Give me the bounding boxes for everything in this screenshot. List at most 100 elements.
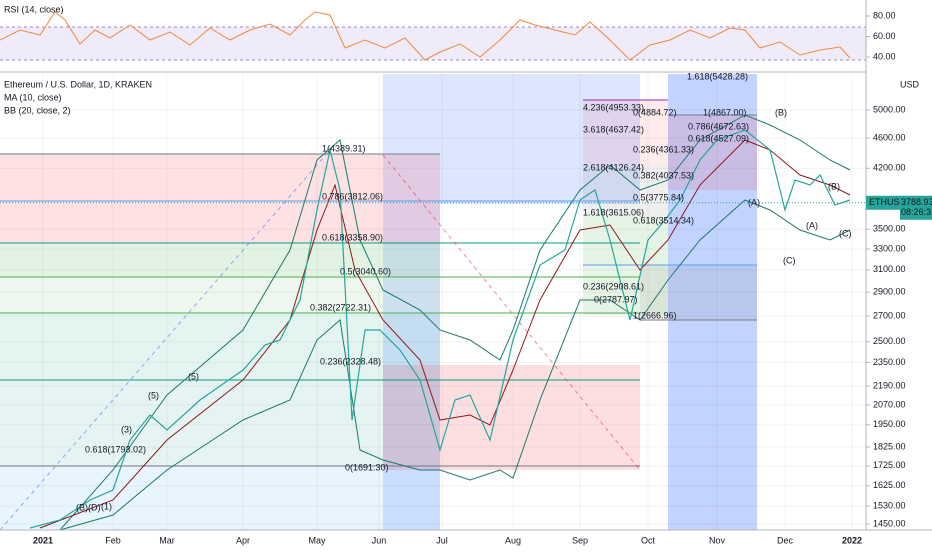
price-tick-label: 5000.00 xyxy=(873,104,906,114)
wave-label: (C) xyxy=(783,255,796,265)
price-tick-label: 1530.00 xyxy=(873,500,906,510)
price-tick-label: 2070.00 xyxy=(873,399,906,409)
time-label: Sep xyxy=(572,535,588,545)
wave-label: (B) xyxy=(775,107,787,117)
price-tick-label: 2350.00 xyxy=(873,357,906,367)
time-label: Apr xyxy=(236,535,250,545)
fib-zone xyxy=(0,277,440,313)
fib-zone xyxy=(0,380,440,466)
fib-zone xyxy=(0,466,440,530)
price-tick-label: 3500.00 xyxy=(873,224,906,234)
wave-label: (B) xyxy=(828,181,840,191)
rsi-line xyxy=(0,11,851,61)
fib-label: 0.236(2908.61) xyxy=(583,281,644,291)
ticker-tag xyxy=(866,195,900,210)
wave-label: (5) xyxy=(148,390,159,400)
fib-zone xyxy=(383,365,640,470)
trend-line xyxy=(382,154,641,471)
fib-label: 1.618(5428.28) xyxy=(687,71,748,81)
price-tick-label: 1825.00 xyxy=(873,441,906,451)
fib-label: 3.618(4637.42) xyxy=(583,124,644,134)
fib-label: 0.382(2722.31) xyxy=(310,302,371,312)
fib-label: 0.5(3040.60) xyxy=(340,266,391,276)
wave-label: (B)(D) xyxy=(76,502,101,512)
indicator-label: MA (10, close) xyxy=(4,92,62,102)
price-tick-label: 1725.00 xyxy=(873,460,906,470)
indicator-label: BB (20, close, 2) xyxy=(4,105,71,115)
drawings xyxy=(0,74,851,530)
fib-label: 1(4389.31) xyxy=(322,143,366,153)
time-label: Jul xyxy=(436,535,448,545)
fib-label: 2.618(4126.24) xyxy=(583,162,644,172)
wave-label: (5) xyxy=(188,371,199,381)
fib-label: 1(2666.96) xyxy=(633,310,677,320)
price-tick-label: 1625.00 xyxy=(873,480,906,490)
rsi-tick-label: 40.00 xyxy=(873,51,896,61)
fib-label: 0(1691.30) xyxy=(345,462,389,472)
bb-upper xyxy=(59,114,851,530)
time-label: Jun xyxy=(372,535,387,545)
wave-label: (C) xyxy=(839,228,852,238)
fib-labels: 1(4389.31) 0.786(3812.06) 0.618(3358.90)… xyxy=(85,71,749,472)
fib-label: 0.786(3812.06) xyxy=(322,191,383,201)
axes: 5000.00 4600.00 4200.00 3500.00 3300.00 3100.… xyxy=(0,10,932,545)
fib-label: 0.786(4672.63) xyxy=(688,121,749,131)
rsi-title: RSI (14, close) xyxy=(4,4,64,14)
wave-label: (3) xyxy=(121,424,132,434)
price-tag xyxy=(900,195,932,220)
bb-lower xyxy=(59,199,851,530)
last-price: 3788.93 xyxy=(901,197,932,207)
price-tick-label: 4600.00 xyxy=(873,132,906,142)
fib-label: 0(4884.72) xyxy=(633,107,677,117)
fib-label: 0.236(2328.48) xyxy=(320,356,381,366)
price-tick-label: 3300.00 xyxy=(873,243,906,253)
price-tick-label: 1450.00 xyxy=(873,518,906,528)
fib-label: 1(4867.00) xyxy=(703,107,747,117)
time-label: 2021 xyxy=(33,535,53,545)
fib-label: 0.382(4037.53) xyxy=(633,170,694,180)
fib-zone xyxy=(583,100,668,165)
price-axis-bg xyxy=(866,0,932,550)
fib-zone xyxy=(583,165,668,215)
price-tick-label: 2500.00 xyxy=(873,336,906,346)
rsi-band xyxy=(0,27,866,60)
price-tick-label: 2190.00 xyxy=(873,380,906,390)
price-tick-label: 2900.00 xyxy=(873,287,906,297)
rsi-tick-label: 80.00 xyxy=(873,10,896,20)
price-tick-label: 3100.00 xyxy=(873,264,906,274)
price-tick-label: 2700.00 xyxy=(873,310,906,320)
fib-label: 0.236(4361.33) xyxy=(633,144,694,154)
time-label: May xyxy=(308,535,326,545)
fib-zone xyxy=(0,154,440,243)
time-label: Oct xyxy=(641,535,656,545)
price-tick-label: 1950.00 xyxy=(873,419,906,429)
symbol-title: Ethereum / U.S. Dollar, 1D, KRAKEN xyxy=(4,79,152,89)
fib-zone xyxy=(0,243,440,277)
ticker: ETHUSD xyxy=(869,197,907,207)
date-range xyxy=(383,74,640,204)
time-label: Mar xyxy=(159,535,175,545)
date-range xyxy=(668,74,757,530)
fib-label: 0.5(3775.84) xyxy=(633,192,684,202)
time-label: Feb xyxy=(105,535,121,545)
rsi-tick-label: 60.00 xyxy=(873,31,896,41)
time-label: 2022 xyxy=(842,535,862,545)
trend-line xyxy=(0,149,331,530)
time-label: Nov xyxy=(709,535,726,545)
countdown: 08:26:31 xyxy=(901,207,932,217)
fib-label: 0.618(1793.02) xyxy=(85,444,146,454)
fib-label: 0.618(3514.34) xyxy=(633,215,694,225)
price-line xyxy=(29,129,851,529)
fib-label: 0.618(4527.09) xyxy=(688,133,749,143)
time-label: Dec xyxy=(777,535,794,545)
wave-label: (A) xyxy=(806,220,818,230)
currency[interactable]: USD xyxy=(900,79,920,89)
fib-label: 4.236(4953.33) xyxy=(583,102,644,112)
fib-zone xyxy=(0,313,440,380)
price-tick-label: 4200.00 xyxy=(873,163,906,173)
time-label: Aug xyxy=(505,535,521,545)
wave-label: (1) xyxy=(101,501,112,511)
fib-zone xyxy=(668,115,757,190)
fib-label: 0(2787.97) xyxy=(594,294,638,304)
